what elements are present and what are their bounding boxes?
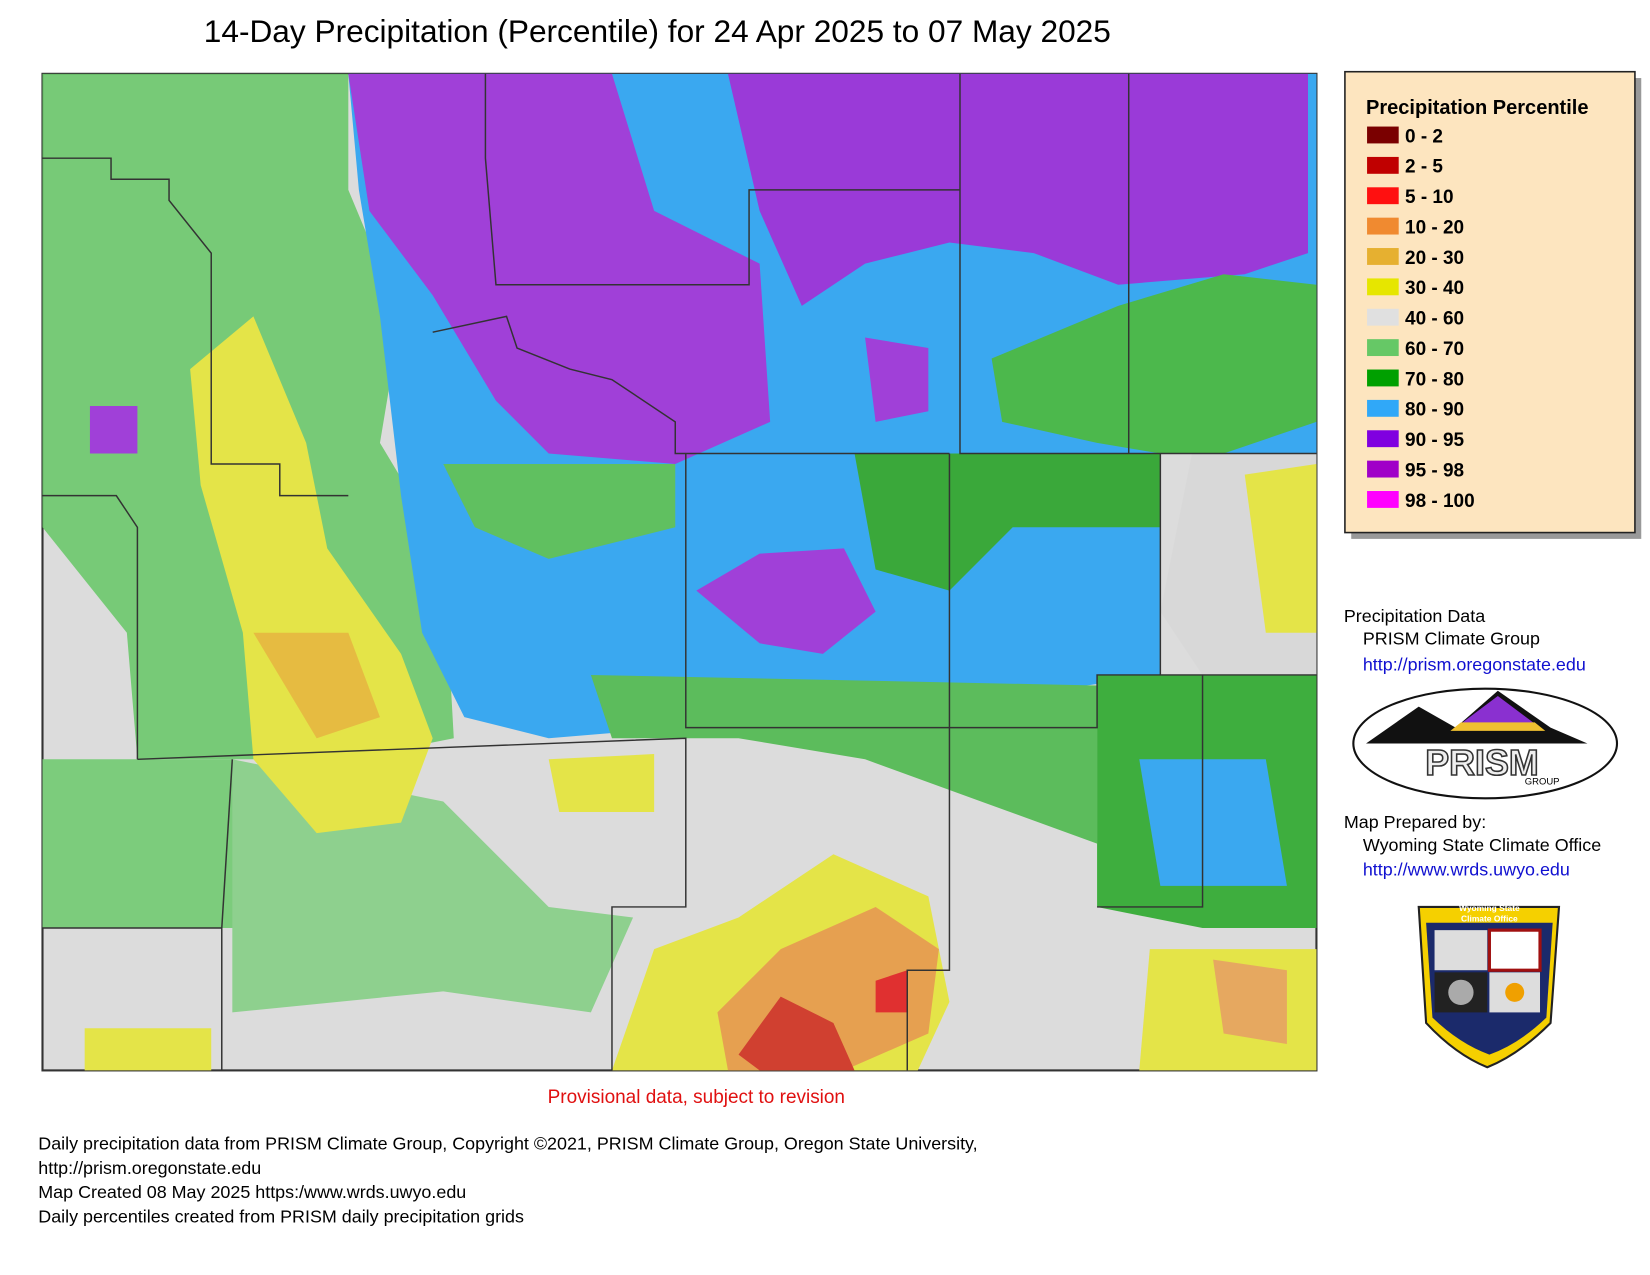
provisional-note: Provisional data, subject to revision: [548, 1087, 845, 1108]
legend-label: 30 - 40: [1405, 278, 1464, 299]
legend-swatch: [1367, 339, 1399, 357]
legend-label: 5 - 10: [1405, 187, 1454, 208]
legend: Precipitation Percentile 0 - 2 2 - 5 5 - 1…: [1344, 70, 1642, 539]
legend-swatch: [1367, 460, 1399, 478]
legend-label: 70 - 80: [1405, 369, 1464, 390]
map-title: 14-Day Precipitation (Percentile) for 24…: [204, 13, 1111, 49]
legend-label: 0 - 2: [1405, 126, 1443, 147]
credit-text: Wyoming State Climate Office: [1363, 835, 1601, 855]
legend-label: 60 - 70: [1405, 339, 1464, 360]
legend-label: 95 - 98: [1405, 460, 1464, 481]
wsco-logo-line: Climate Office: [1461, 914, 1518, 924]
legend-label: 10 - 20: [1405, 217, 1464, 238]
footer-line: Daily precipitation data from PRISM Clim…: [38, 1134, 977, 1154]
footer: Daily precipitation data from PRISM Clim…: [38, 1134, 977, 1227]
legend-label: 98 - 100: [1405, 491, 1475, 512]
prism-logo-sub: GROUP: [1525, 777, 1560, 788]
prism-logo: PRISM GROUP: [1352, 687, 1619, 800]
prism-logo-name: PRISM: [1425, 743, 1539, 783]
legend-swatch: [1367, 217, 1399, 235]
legend-title: Precipitation Percentile: [1366, 97, 1588, 119]
footer-line: Daily percentiles created from PRISM dai…: [38, 1206, 524, 1226]
legend-swatch: [1367, 187, 1399, 205]
credit-heading: Precipitation Data: [1344, 606, 1485, 626]
wsco-logo-line: Wyoming State: [1459, 903, 1520, 913]
map: [41, 72, 1318, 1072]
legend-swatch: [1367, 369, 1399, 387]
credits: Precipitation Data PRISM Climate Group h…: [1344, 606, 1601, 879]
legend-swatch: [1367, 278, 1399, 296]
legend-label: 20 - 30: [1405, 248, 1464, 269]
legend-label: 80 - 90: [1405, 400, 1464, 421]
wsco-logo: Wyoming State Climate Office: [1417, 903, 1561, 1069]
legend-label: 40 - 60: [1405, 309, 1464, 330]
credit-text: PRISM Climate Group: [1363, 628, 1540, 648]
legend-items: 0 - 2 2 - 5 5 - 10 10 - 20 20 - 30 30 - 40 40 …: [1367, 126, 1475, 512]
credit-heading: Map Prepared by:: [1344, 812, 1486, 832]
footer-line: http://prism.oregonstate.edu: [38, 1158, 261, 1178]
legend-swatch: [1367, 308, 1399, 326]
legend-label: 90 - 95: [1405, 430, 1465, 451]
legend-swatch: [1367, 430, 1399, 448]
footer-line: Map Created 08 May 2025 https:/www.wrds.…: [38, 1182, 466, 1202]
legend-swatch: [1367, 491, 1399, 508]
credit-link: http://prism.oregonstate.edu: [1363, 655, 1586, 675]
legend-swatch: [1367, 126, 1399, 144]
credit-link: http://www.wrds.uwyo.edu: [1363, 859, 1570, 879]
legend-label: 2 - 5: [1405, 157, 1443, 178]
legend-swatch: [1367, 248, 1399, 265]
legend-swatch: [1367, 399, 1399, 417]
legend-swatch: [1367, 156, 1399, 174]
